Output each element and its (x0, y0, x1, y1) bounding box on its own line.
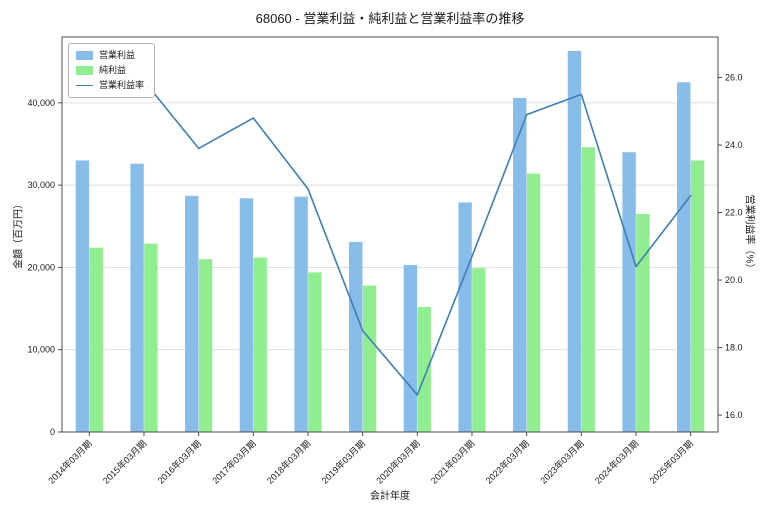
y-left-tick-label: 30,000 (27, 180, 55, 190)
y-axis-label-left: 金額（百万円） (13, 199, 25, 269)
legend-label-operating-margin: 営業利益率 (99, 80, 145, 90)
bar-operating-profit (458, 202, 472, 432)
operating-profit-swatch (76, 51, 93, 60)
legend: 営業利益 純利益 営業利益率 (68, 43, 156, 98)
bar-net-profit (472, 268, 486, 432)
x-tick-label: 2024年03月期 (592, 438, 640, 486)
x-tick-label: 2023年03月期 (538, 438, 586, 486)
y-left-tick-label: 0 (50, 427, 55, 437)
bar-net-profit (636, 213, 650, 432)
bar-net-profit (690, 160, 705, 432)
x-tick-label: 2017年03月期 (210, 438, 258, 486)
bar-net-profit (253, 257, 267, 432)
bar-operating-profit (567, 50, 582, 432)
bar-net-profit (308, 272, 322, 432)
bar-operating-profit (513, 97, 527, 432)
x-tick-label: 2022年03月期 (483, 438, 531, 486)
x-axis-label: 会計年度 (370, 491, 410, 502)
bar-operating-profit (239, 198, 254, 432)
bar-net-profit (362, 285, 377, 432)
bar-operating-profit (677, 82, 691, 433)
x-tick-label: 2025年03月期 (647, 438, 695, 486)
y-right-tick-label: 26.0 (725, 73, 743, 83)
bar-operating-profit (185, 195, 199, 432)
bar-operating-profit (294, 196, 308, 432)
bar-net-profit (526, 173, 541, 432)
y-right-tick-label: 22.0 (725, 208, 743, 218)
y-right-tick-label: 16.0 (725, 410, 743, 420)
bar-operating-profit (75, 160, 90, 432)
x-tick-label: 2015年03月期 (100, 438, 148, 486)
bar-operating-profit (130, 163, 144, 432)
x-tick-label: 2021年03月期 (428, 438, 476, 486)
x-tick-label: 2018年03月期 (264, 438, 312, 486)
y-left-tick-label: 40,000 (27, 98, 55, 108)
y-axis-label-right: 営業利益率（%） (743, 194, 755, 274)
y-right-tick-label: 24.0 (725, 140, 743, 150)
legend-label-operating-profit: 営業利益 (99, 50, 136, 60)
y-left-tick-label: 10,000 (27, 345, 55, 355)
net-profit-swatch (76, 66, 93, 75)
bar-net-profit (581, 147, 595, 433)
x-tick-label: 2020年03月期 (374, 438, 422, 486)
bar-net-profit (89, 247, 103, 432)
bar-operating-profit (622, 152, 636, 433)
line-operating-margin (88, 76, 692, 396)
plot-border (61, 36, 719, 433)
y-left-tick-label: 20,000 (27, 262, 55, 272)
bar-operating-profit (349, 241, 363, 432)
plot-area (62, 37, 718, 432)
x-tick-label: 2019年03月期 (319, 438, 367, 486)
bar-net-profit (417, 306, 431, 432)
bar-net-profit (144, 243, 158, 432)
chart-title: 68060 - 営業利益・純利益と営業利益率の推移 (255, 11, 525, 26)
x-tick-label: 2016年03月期 (155, 438, 203, 486)
x-tick-label: 2014年03月期 (46, 438, 94, 486)
y-right-tick-label: 20.0 (725, 275, 743, 285)
legend-item-net-profit: 純利益 (76, 65, 144, 76)
bar-operating-profit (403, 264, 418, 432)
legend-item-operating-profit: 営業利益 (76, 50, 144, 61)
operating-margin-line-swatch (76, 85, 93, 86)
legend-item-operating-margin: 営業利益率 (76, 80, 144, 91)
bar-net-profit (198, 259, 213, 432)
legend-label-net-profit: 純利益 (99, 65, 127, 75)
y-right-tick-label: 18.0 (725, 343, 743, 353)
